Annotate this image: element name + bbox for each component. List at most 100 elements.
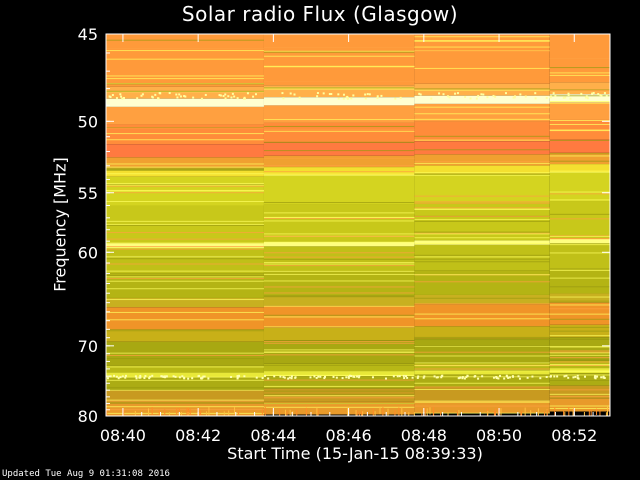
heat-band bbox=[549, 385, 610, 399]
heat-texture-line bbox=[549, 313, 610, 315]
heat-texture-line bbox=[106, 224, 264, 226]
heat-texture-line bbox=[549, 300, 610, 302]
heat-texture-line bbox=[106, 108, 264, 110]
heat-texture-line bbox=[414, 318, 550, 320]
heat-texture-line bbox=[106, 167, 264, 169]
heat-texture-line bbox=[414, 345, 550, 347]
heat-texture-line bbox=[549, 357, 610, 359]
heat-band bbox=[414, 240, 550, 245]
y-tick-label: 70 bbox=[78, 337, 98, 356]
heat-band bbox=[106, 307, 264, 330]
heat-texture-line bbox=[263, 111, 415, 113]
heat-band bbox=[414, 294, 550, 305]
heat-texture-line bbox=[106, 278, 264, 280]
x-tick-label: 08:44 bbox=[250, 426, 296, 445]
heat-speckle bbox=[279, 375, 282, 378]
heat-band bbox=[263, 327, 415, 341]
heat-spike bbox=[279, 408, 281, 416]
heat-speckle bbox=[419, 93, 422, 96]
x-tick-label: 08:40 bbox=[100, 426, 146, 445]
heat-speckle bbox=[119, 93, 122, 96]
heat-texture-line bbox=[414, 370, 550, 372]
heat-speckle bbox=[461, 377, 464, 380]
heat-spike bbox=[401, 406, 403, 416]
heat-texture-line bbox=[414, 135, 550, 137]
heat-speckle bbox=[236, 375, 239, 378]
heat-texture-line bbox=[414, 174, 550, 176]
heat-texture-line bbox=[414, 162, 550, 164]
heat-texture-line bbox=[263, 55, 415, 57]
heat-texture-line bbox=[549, 308, 610, 310]
heat-spike bbox=[361, 411, 363, 416]
heat-speckle bbox=[183, 376, 186, 379]
heat-texture-line bbox=[263, 65, 415, 67]
heat-texture-line bbox=[549, 330, 610, 332]
heat-speckle bbox=[492, 376, 495, 379]
heat-texture-line bbox=[549, 155, 610, 157]
heat-speckle bbox=[597, 93, 600, 96]
heat-texture-line bbox=[263, 305, 415, 307]
heat-band bbox=[414, 338, 550, 363]
heat-band bbox=[549, 34, 610, 83]
heat-speckle bbox=[492, 94, 495, 97]
x-axis: 08:40 08:42 08:44 08:46 08:48 08:50 08:52 bbox=[100, 34, 597, 445]
heat-spike bbox=[546, 409, 548, 416]
heat-speckle bbox=[433, 375, 436, 378]
heat-band bbox=[263, 105, 415, 123]
heat-speckle bbox=[309, 376, 312, 379]
heat-spike bbox=[123, 409, 125, 416]
heat-speckle bbox=[352, 375, 355, 378]
heat-speckle bbox=[534, 97, 537, 100]
heat-spike bbox=[187, 412, 189, 416]
heat-band bbox=[106, 372, 264, 378]
heat-spike bbox=[151, 407, 153, 416]
heat-spike bbox=[583, 411, 585, 416]
heat-texture-line bbox=[549, 95, 610, 97]
heat-speckle bbox=[281, 92, 284, 95]
heat-texture-line bbox=[263, 202, 415, 204]
heat-speckle bbox=[371, 376, 374, 379]
heat-speckle bbox=[207, 377, 210, 380]
heat-texture-line bbox=[263, 295, 415, 297]
heat-speckle bbox=[168, 92, 171, 95]
heat-texture-line bbox=[106, 275, 264, 277]
heat-texture-line bbox=[106, 169, 264, 171]
heat-texture-line bbox=[549, 90, 610, 92]
heat-texture-line bbox=[549, 407, 610, 409]
heat-texture-line bbox=[106, 190, 264, 192]
heat-texture-line bbox=[263, 270, 415, 272]
heat-texture-line bbox=[550, 31, 610, 32]
heat-spike bbox=[458, 410, 460, 416]
heat-speckle bbox=[347, 376, 350, 379]
heat-texture-line bbox=[106, 163, 264, 165]
heat-texture-line bbox=[414, 351, 550, 353]
heat-speckle bbox=[342, 97, 345, 100]
heat-texture-line bbox=[414, 202, 550, 204]
heat-texture-line bbox=[106, 406, 264, 408]
heat-texture-line bbox=[549, 130, 610, 132]
heat-spike bbox=[148, 408, 149, 416]
heat-texture-line bbox=[414, 173, 550, 175]
heat-speckle bbox=[399, 96, 402, 99]
heat-texture-line bbox=[414, 297, 550, 299]
heat-band bbox=[106, 98, 264, 107]
heat-speckle bbox=[117, 377, 120, 380]
heat-texture-line bbox=[549, 160, 610, 162]
heat-texture-line bbox=[106, 354, 264, 356]
heat-texture-line bbox=[549, 118, 610, 120]
heat-speckle bbox=[592, 92, 595, 95]
heat-speckle bbox=[562, 96, 565, 99]
heat-speckle bbox=[121, 375, 124, 378]
heat-texture-line bbox=[106, 270, 264, 272]
heat-speckle bbox=[237, 375, 240, 378]
heat-texture-line bbox=[106, 78, 264, 80]
heat-texture-line bbox=[549, 120, 610, 122]
heat-spike bbox=[493, 410, 495, 416]
heat-spike bbox=[596, 408, 598, 416]
heat-texture-line bbox=[106, 400, 264, 402]
heat-texture-line bbox=[263, 252, 415, 254]
heat-texture-line bbox=[263, 406, 415, 408]
heat-speckle bbox=[227, 95, 230, 98]
heat-speckle bbox=[549, 96, 552, 99]
heat-spike bbox=[286, 411, 288, 416]
